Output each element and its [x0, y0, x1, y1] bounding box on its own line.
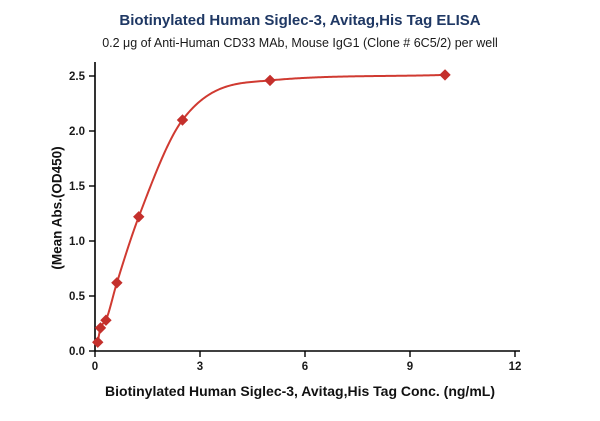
- data-point: [94, 322, 107, 334]
- data-point: [176, 114, 189, 126]
- x-tick-label: 3: [197, 361, 203, 373]
- y-tick-label: 2.5: [69, 71, 86, 83]
- y-tick-label: 1.0: [69, 236, 85, 248]
- y-axis-title: (Mean Abs.(OD450): [49, 146, 65, 270]
- chart-subtitle: 0.2 μg of Anti-Human CD33 MAb, Mouse IgG…: [102, 36, 498, 50]
- data-point: [92, 336, 104, 348]
- fit-curve: [96, 73, 446, 344]
- data-point: [111, 277, 123, 289]
- y-tick-label: 0.5: [69, 291, 86, 303]
- x-tick-label: 12: [509, 361, 522, 373]
- data-point: [100, 314, 112, 326]
- chart-title: Biotinylated Human Siglec-3, Avitag,His …: [119, 12, 481, 29]
- x-tick-label: 0: [92, 361, 98, 373]
- x-tick-label: 9: [407, 361, 413, 373]
- y-tick-label: 0.0: [69, 346, 85, 358]
- data-points: [92, 69, 451, 348]
- data-point: [133, 211, 145, 223]
- y-tick-label: 2.0: [69, 126, 85, 138]
- y-tick-label: 1.5: [69, 181, 86, 193]
- x-axis-title: Biotinylated Human Siglec-3, Avitag,His …: [105, 383, 495, 399]
- data-point: [439, 69, 451, 81]
- x-tick-label: 6: [302, 361, 308, 373]
- axes: 0 3 6 9 12 0.0 0.5 1.0 1.5 2.0 2.5: [69, 62, 521, 373]
- data-point: [264, 74, 276, 87]
